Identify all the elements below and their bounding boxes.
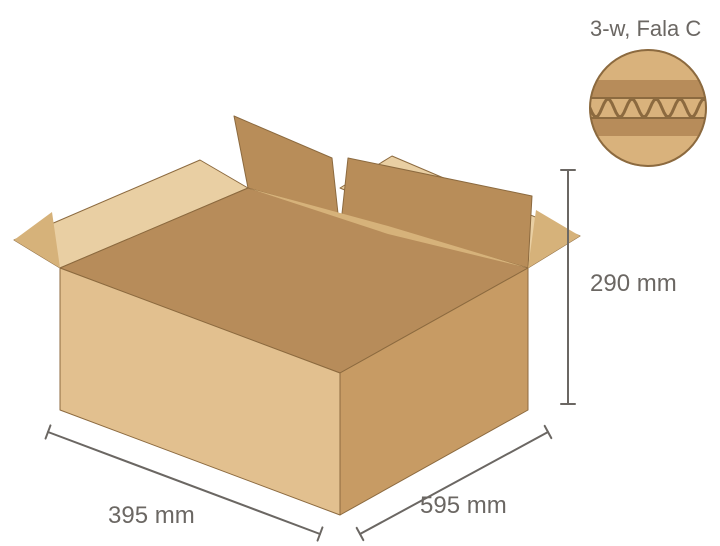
dimension-width-label: 395 mm — [108, 502, 195, 530]
dimension-height-label: 290 mm — [590, 270, 677, 298]
dimension-length-label: 595 mm — [420, 492, 507, 520]
cardboard-spec-label: 3-w, Fala C — [590, 16, 701, 42]
diagram-stage: 395 mm 595 mm 290 mm 3-w, Fala C — [0, 0, 720, 546]
